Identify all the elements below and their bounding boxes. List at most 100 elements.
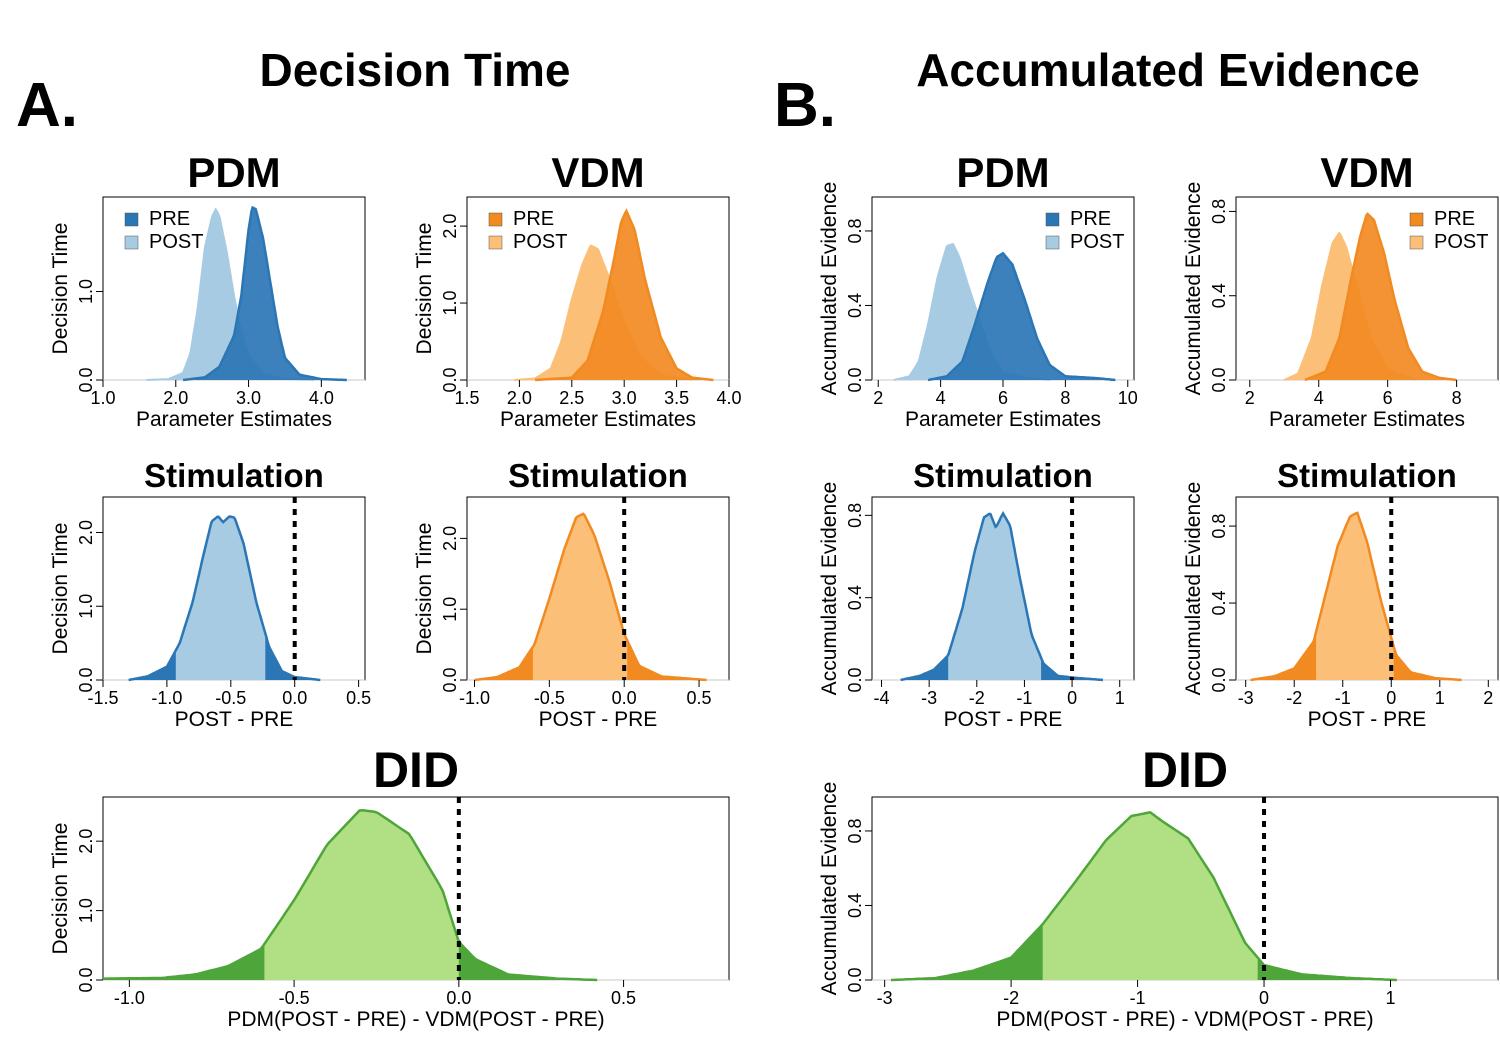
x-tick-label: 1 bbox=[1385, 988, 1395, 1008]
density-interval-area bbox=[532, 513, 628, 680]
density-outline bbox=[128, 515, 321, 682]
chart-b_vdm: VDM 2 4 6 8 0.0 0.4 0.8 Parameter Estimates Accum… bbox=[1182, 149, 1499, 431]
x-tick-label: 0.5 bbox=[346, 688, 371, 708]
chart-title: Stimulation bbox=[144, 457, 324, 494]
y-tick-label: 0.0 bbox=[76, 967, 96, 992]
x-tick-label: 4 bbox=[1314, 388, 1324, 408]
x-axis-label: POST - PRE bbox=[1308, 708, 1427, 731]
x-tick-label: -0.5 bbox=[534, 688, 565, 708]
x-axis-label: Parameter Estimates bbox=[1269, 408, 1465, 431]
series-density bbox=[128, 515, 321, 682]
legend-swatch bbox=[488, 212, 503, 227]
chart-title: DID bbox=[1142, 742, 1228, 798]
legend-label: POST bbox=[149, 231, 203, 253]
legend-swatch bbox=[1045, 212, 1060, 227]
x-tick-label: 2.0 bbox=[507, 388, 532, 408]
x-tick-label: -2 bbox=[1003, 988, 1019, 1008]
y-tick-label: 0.4 bbox=[1209, 283, 1229, 308]
panel-b-title: Accumulated Evidence bbox=[916, 44, 1420, 96]
y-tick-label: 0.0 bbox=[440, 367, 460, 392]
x-tick-label: 2 bbox=[1483, 688, 1493, 708]
density-outline bbox=[927, 251, 1116, 382]
series-pre bbox=[534, 208, 714, 382]
x-tick-label: -1.5 bbox=[87, 688, 118, 708]
legend-swatch bbox=[1045, 235, 1060, 250]
y-tick-label: 2.0 bbox=[76, 829, 96, 854]
x-tick-label: 3.0 bbox=[236, 388, 261, 408]
density-outline bbox=[900, 510, 1104, 682]
chart-b_stim: Stimulation -4 -3 -2 -1 0 1 0.0 0.4 0.8 POST - PRE… bbox=[818, 457, 1135, 731]
y-tick-label: 1.0 bbox=[76, 594, 96, 619]
x-tick-label: 0.0 bbox=[446, 988, 471, 1008]
x-tick-label: 1 bbox=[1115, 688, 1125, 708]
density-area bbox=[928, 253, 1116, 380]
density-outline bbox=[534, 208, 714, 382]
x-tick-label: -0.5 bbox=[215, 688, 246, 708]
chart-a_stim_vdm: Stimulation -1.0 -0.5 0.0 0.5 0.0 1.0 2.0 POST -… bbox=[413, 457, 730, 731]
density-interval-area bbox=[264, 810, 459, 980]
y-axis-label: Decision Time bbox=[49, 823, 72, 955]
chart-a_stim: Stimulation -1.5 -1.0 -0.5 0.0 0.5 0.0 1.0 2.0 PO… bbox=[49, 457, 371, 731]
y-tick-label: 0.8 bbox=[845, 218, 865, 243]
legend-swatch bbox=[124, 212, 139, 227]
x-tick-label: 1 bbox=[1435, 688, 1445, 708]
x-tick-label: -2 bbox=[1286, 688, 1302, 708]
x-tick-label: 8 bbox=[1452, 388, 1462, 408]
x-tick-label: 3.0 bbox=[612, 388, 637, 408]
x-axis-label: POST - PRE bbox=[175, 708, 294, 731]
y-tick-label: 0.0 bbox=[76, 367, 96, 392]
density-outline bbox=[103, 809, 598, 982]
panel-b-letter: B. bbox=[774, 71, 836, 140]
x-axis-label: PDM(POST - PRE) - VDM(POST - PRE) bbox=[227, 1008, 604, 1031]
x-tick-label: 4.0 bbox=[716, 388, 741, 408]
chart-title: Stimulation bbox=[913, 457, 1093, 494]
y-axis-label: Accumulated Evidence bbox=[818, 482, 841, 696]
y-tick-label: 1.0 bbox=[440, 597, 460, 622]
legend-label: PRE bbox=[149, 208, 190, 230]
y-tick-label: 0.0 bbox=[76, 667, 96, 692]
y-tick-label: 0.4 bbox=[845, 585, 865, 610]
legend-swatch bbox=[124, 235, 139, 250]
series-density bbox=[103, 809, 598, 982]
density-area bbox=[146, 209, 315, 380]
density-interval-area bbox=[1316, 512, 1394, 680]
y-tick-label: 0.0 bbox=[845, 967, 865, 992]
legend-swatch bbox=[1409, 235, 1424, 250]
density-area bbox=[893, 244, 1050, 380]
legend-label: PRE bbox=[1434, 208, 1475, 230]
density-area bbox=[1304, 214, 1457, 380]
legend-label: POST bbox=[1434, 231, 1488, 253]
legend-label: POST bbox=[1070, 231, 1124, 253]
series-density bbox=[900, 510, 1104, 682]
density-interval-area bbox=[1042, 812, 1258, 980]
x-tick-label: 0 bbox=[1259, 988, 1269, 1008]
x-tick-label: 6 bbox=[1383, 388, 1393, 408]
x-tick-label: -3 bbox=[877, 988, 893, 1008]
y-tick-label: 2.0 bbox=[440, 526, 460, 551]
y-tick-label: 0.8 bbox=[845, 503, 865, 528]
series-pre bbox=[927, 251, 1116, 382]
chart-title: Stimulation bbox=[508, 457, 688, 494]
y-axis-label: Accumulated Evidence bbox=[818, 182, 841, 396]
y-axis-label: Decision Time bbox=[49, 523, 72, 655]
legend-label: POST bbox=[513, 231, 567, 253]
x-tick-label: -1 bbox=[1016, 688, 1032, 708]
chart-b_pdm: PDM 2 4 6 8 10 0.0 0.4 0.8 Parameter Estimates Acc… bbox=[818, 149, 1138, 431]
chart-a_did: DID -1.0 -0.5 0.0 0.5 0.0 1.0 2.0 PDM(POST - PRE… bbox=[49, 742, 730, 1031]
y-tick-label: 0.0 bbox=[1209, 367, 1229, 392]
y-axis-label: Decision Time bbox=[413, 523, 436, 655]
y-axis-label: Decision Time bbox=[413, 223, 436, 355]
density-outline bbox=[1304, 212, 1457, 382]
y-tick-label: 0.8 bbox=[845, 818, 865, 843]
x-tick-label: 3.5 bbox=[664, 388, 689, 408]
series-density bbox=[1250, 511, 1462, 682]
x-tick-label: -1 bbox=[1335, 688, 1351, 708]
x-tick-label: 0.0 bbox=[282, 688, 307, 708]
x-axis-label: PDM(POST - PRE) - VDM(POST - PRE) bbox=[996, 1008, 1373, 1031]
